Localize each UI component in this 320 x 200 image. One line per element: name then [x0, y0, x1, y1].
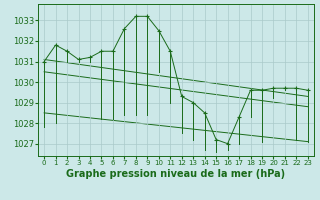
X-axis label: Graphe pression niveau de la mer (hPa): Graphe pression niveau de la mer (hPa)	[67, 169, 285, 179]
